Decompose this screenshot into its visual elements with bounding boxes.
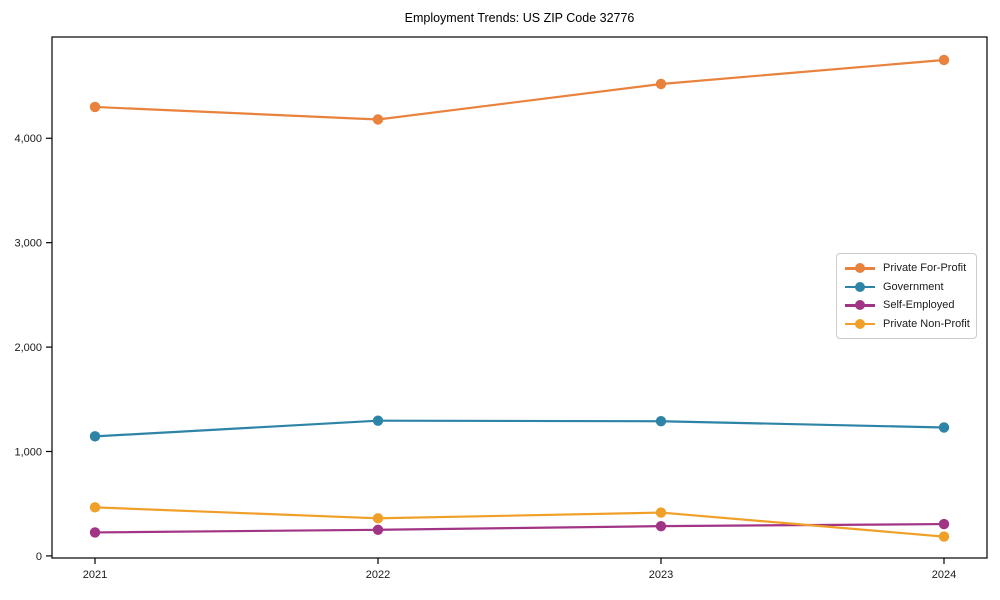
- series-point-private-non-profit: [655, 507, 667, 518]
- series-point-private-non-profit: [89, 502, 101, 513]
- y-tick-label: 2,000: [14, 342, 42, 354]
- series-point-self-employed: [372, 524, 384, 536]
- chart-legend: Private For-Profit Government Self-Employe…: [836, 253, 977, 339]
- legend-item-government: Government: [845, 278, 968, 296]
- series-point-private-for-profit: [372, 114, 384, 125]
- chart-title: Employment Trends: US ZIP Code 32776: [404, 11, 635, 25]
- legend-line-dot-marker: [845, 262, 875, 274]
- y-tick-label: 3,000: [14, 238, 42, 250]
- series-point-self-employed: [938, 518, 950, 530]
- series-point-government: [938, 422, 950, 433]
- x-tick-label: 2023: [649, 569, 673, 581]
- series-point-private-for-profit: [89, 101, 101, 113]
- series-point-private-non-profit: [938, 531, 950, 542]
- series-point-private-non-profit: [372, 513, 384, 524]
- x-tick-label: 2021: [83, 569, 107, 581]
- series-point-government: [372, 415, 384, 426]
- plot-frame: [51, 36, 988, 559]
- series-point-government: [89, 431, 101, 442]
- legend-label: Private For-Profit: [883, 262, 967, 275]
- series-point-private-for-profit: [655, 78, 667, 90]
- legend-line-dot-marker: [845, 318, 875, 330]
- y-tick-label: 0: [36, 551, 42, 563]
- legend-item-self-employed: Self-Employed: [845, 296, 968, 314]
- series-point-government: [655, 416, 667, 427]
- legend-label: Private Non-Profit: [883, 317, 970, 330]
- series-line-private-non-profit: [94, 506, 945, 538]
- legend-item-private-for-profit: Private For-Profit: [845, 259, 968, 277]
- series-point-self-employed: [655, 520, 667, 532]
- x-tick-label: 2022: [366, 569, 390, 581]
- legend-item-private-non-profit: Private Non-Profit: [845, 315, 970, 333]
- series-point-private-for-profit: [938, 54, 950, 66]
- y-tick-label: 4,000: [14, 133, 42, 145]
- series-point-self-employed: [89, 527, 101, 538]
- series-line-government: [94, 419, 945, 438]
- y-tick-label: 1,000: [14, 446, 42, 458]
- legend-label: Self-Employed: [883, 299, 955, 312]
- series-line-private-for-profit: [94, 58, 945, 121]
- legend-label: Government: [883, 280, 944, 293]
- x-tick-label: 2024: [932, 569, 956, 581]
- legend-line-dot-marker: [845, 299, 875, 311]
- legend-line-dot-marker: [845, 281, 875, 293]
